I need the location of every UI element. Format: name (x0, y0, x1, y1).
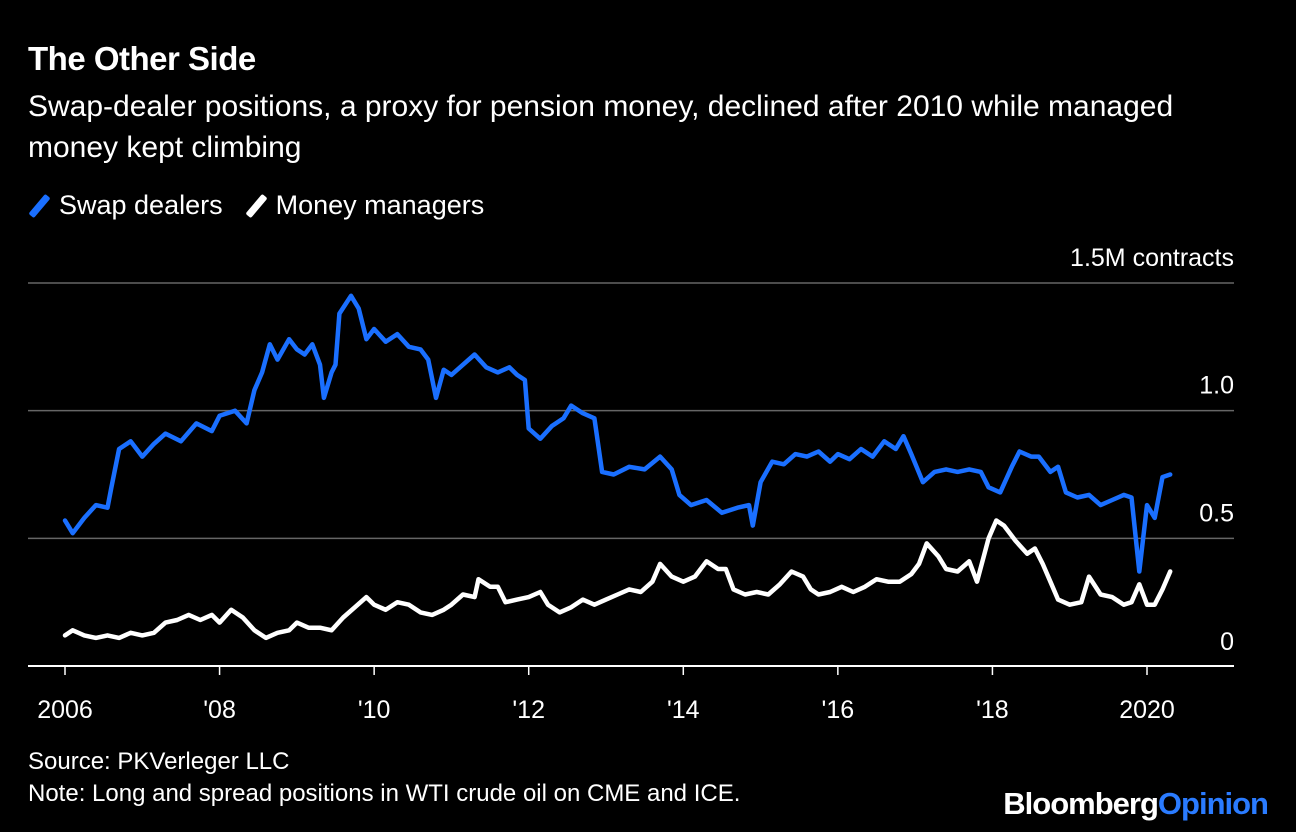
x-tick-label: '08 (203, 696, 236, 724)
x-tick-label: '16 (822, 696, 855, 724)
legend-item-swap-dealers: Swap dealers (28, 190, 223, 221)
line-chart: 0 0.5 1.0 1.5M contracts 2006 '08 '10 '12 '14 '16… (28, 244, 1234, 724)
legend: Swap dealers Money managers (28, 190, 506, 221)
source-text: Source: PKVerleger LLC (28, 748, 290, 775)
chart-title: The Other Side (28, 40, 256, 77)
x-tick-label: '18 (976, 696, 1009, 724)
series-line-money-managers (62, 518, 1173, 641)
series-line-swap-dealers (62, 293, 1173, 574)
chart-subtitle: Swap-dealer positions, a proxy for pensi… (28, 90, 1174, 164)
x-tick-label: '12 (512, 696, 545, 724)
legend-label-swap-dealers: Swap dealers (59, 190, 223, 220)
note-text: Note: Long and spread positions in WTI c… (28, 780, 741, 807)
y-tick-label: 0.5 (1199, 499, 1234, 527)
legend-item-money-managers: Money managers (245, 190, 485, 221)
legend-label-money-managers: Money managers (275, 190, 485, 220)
x-tick-label: 2020 (1119, 696, 1175, 724)
y-tick-label: 1.0 (1199, 372, 1234, 400)
x-tick-label: '10 (358, 696, 391, 724)
y-tick-label: 1.5M contracts (1070, 244, 1234, 272)
x-tick-label: 2006 (37, 696, 93, 724)
y-tick-label: 0 (1220, 628, 1234, 656)
x-tick-label: '14 (667, 696, 700, 724)
bloomberg-opinion-logo: BloombergOpinion (1003, 786, 1269, 821)
